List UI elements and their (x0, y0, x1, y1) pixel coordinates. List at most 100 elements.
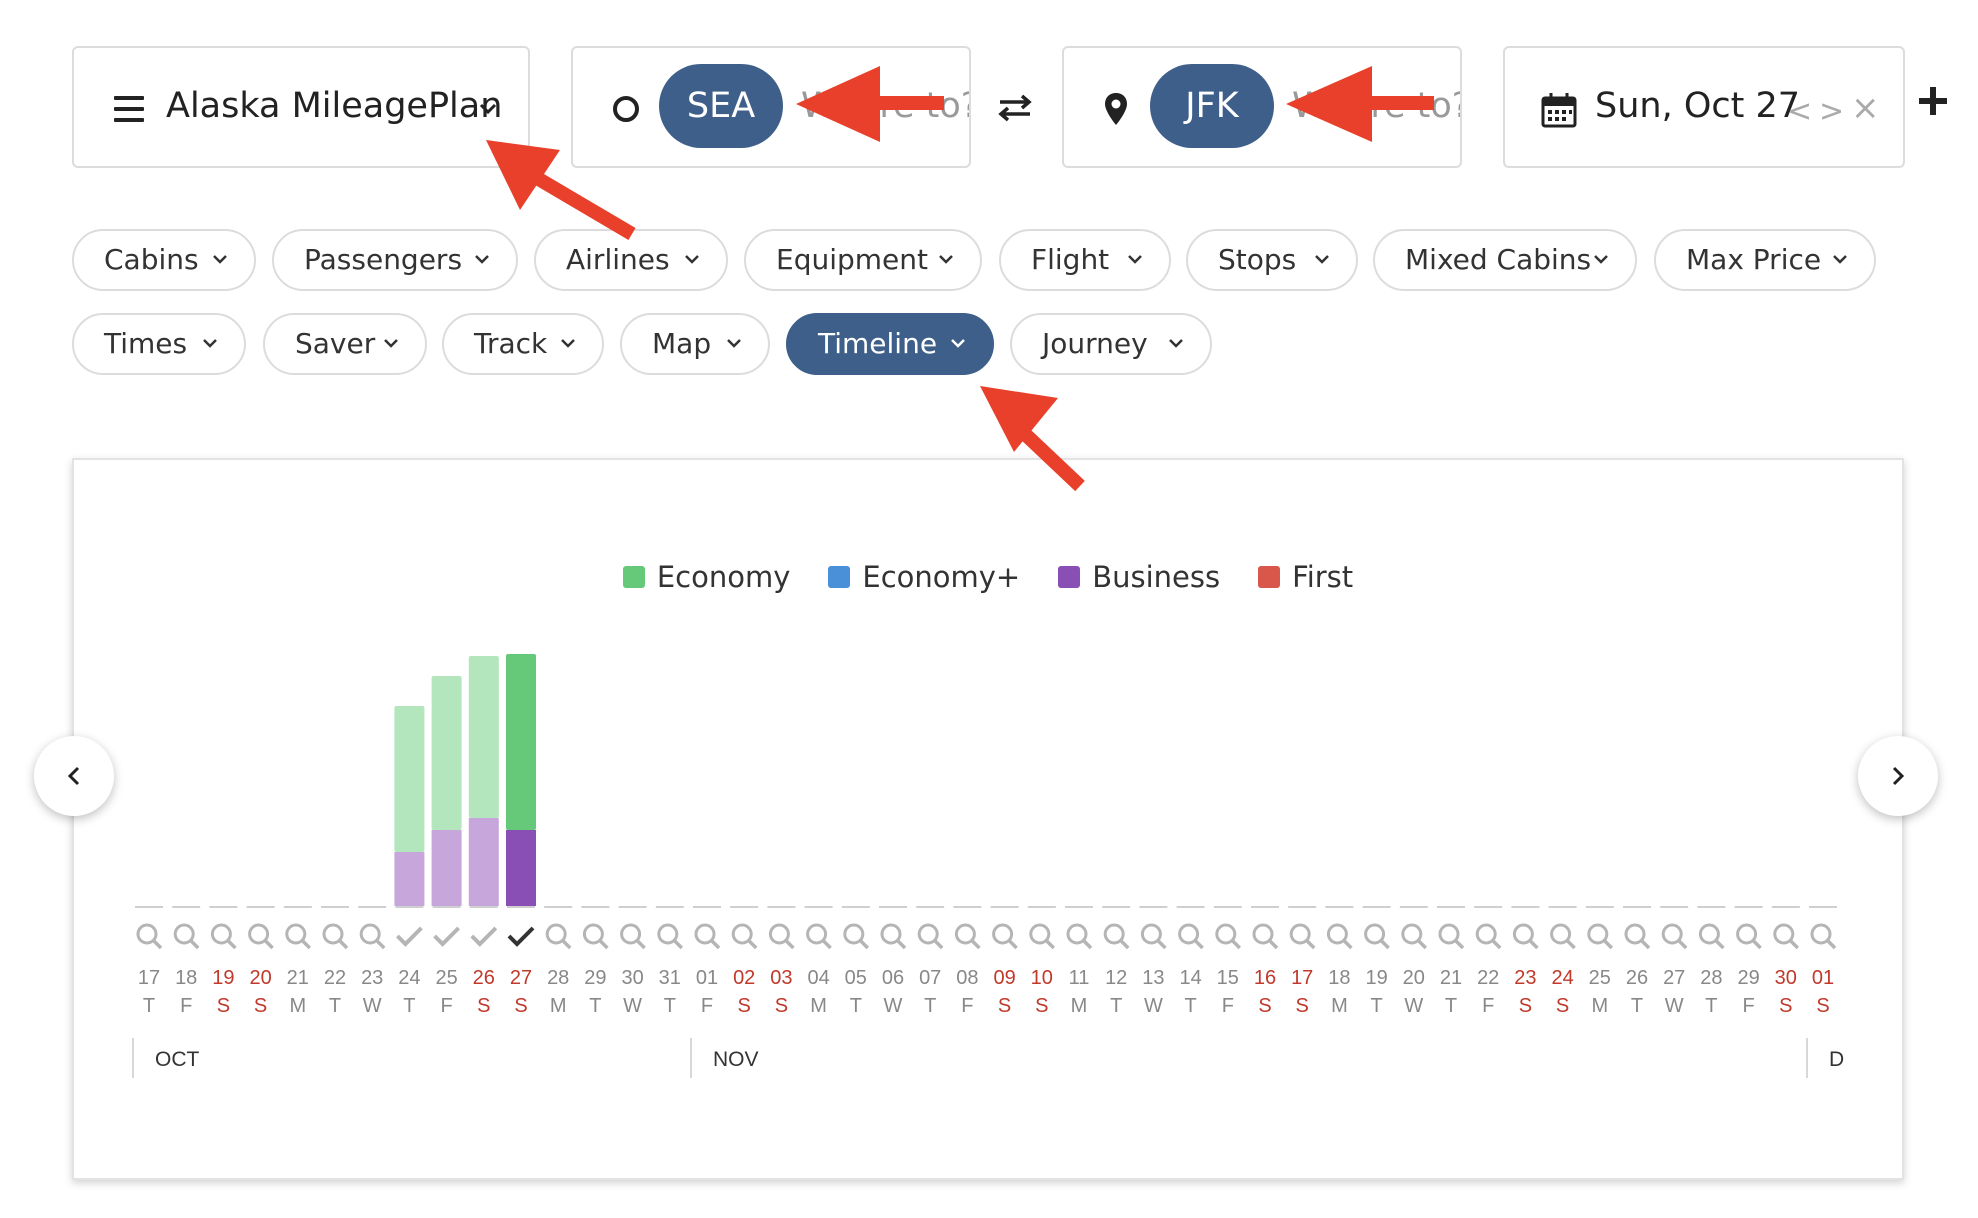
search-icon[interactable] (1438, 923, 1465, 950)
search-icon-lens (1698, 923, 1720, 945)
search-icon[interactable] (582, 923, 609, 950)
search-icon-lens (992, 923, 1014, 945)
check-icon[interactable] (507, 926, 535, 947)
search-icon[interactable] (731, 923, 758, 950)
legend-item-business[interactable]: Business (1058, 560, 1220, 594)
search-icon[interactable] (880, 923, 907, 950)
filter-map[interactable]: Map (620, 313, 770, 375)
chevron-down-icon (685, 255, 699, 264)
search-icon[interactable] (1512, 923, 1539, 950)
search-icon-handle (301, 939, 312, 950)
date-field[interactable]: Sun, Oct 27 < > × (1503, 46, 1905, 168)
search-icon[interactable] (210, 923, 237, 950)
check-icon[interactable] (470, 926, 498, 947)
filter-journey[interactable]: Journey (1010, 313, 1212, 375)
search-icon[interactable] (1475, 923, 1502, 950)
search-icon[interactable] (1215, 923, 1242, 950)
search-icon[interactable] (248, 923, 274, 950)
bar-group[interactable] (394, 706, 425, 906)
filter-equipment[interactable]: Equipment (744, 229, 982, 291)
date-prev-button[interactable]: < (1787, 94, 1813, 129)
bar-group[interactable] (506, 654, 536, 906)
search-icon-handle (1045, 939, 1056, 950)
program-selector[interactable]: Alaska MileagePlan (72, 46, 530, 168)
search-icon[interactable] (136, 923, 163, 950)
filter-flight[interactable]: Flight (999, 229, 1171, 291)
search-icon[interactable] (1736, 923, 1762, 950)
search-icon[interactable] (359, 923, 386, 950)
search-icon[interactable] (1624, 923, 1651, 950)
chevron-down-icon (1315, 255, 1329, 264)
filter-mixed-cabins[interactable]: Mixed Cabins (1373, 229, 1637, 291)
search-icon[interactable] (1326, 923, 1353, 950)
search-icon[interactable] (1029, 923, 1056, 950)
day-number: 14 (1179, 967, 1201, 989)
filter-label: Max Price (1686, 243, 1822, 276)
legend-item-first[interactable]: First (1258, 560, 1353, 594)
search-icon[interactable] (1661, 923, 1688, 950)
search-icon[interactable] (843, 923, 870, 950)
filter-passengers[interactable]: Passengers (272, 229, 518, 291)
date-next-button[interactable]: > (1819, 94, 1845, 129)
filter-times[interactable]: Times (72, 313, 246, 375)
check-icon[interactable] (395, 926, 423, 947)
search-icon[interactable] (694, 923, 721, 950)
search-icon-handle (1789, 939, 1800, 950)
search-icon[interactable] (992, 923, 1018, 950)
legend-label: First (1292, 560, 1354, 594)
search-icon[interactable] (322, 923, 349, 950)
search-icon[interactable] (1289, 923, 1316, 950)
search-icon[interactable] (917, 923, 944, 950)
search-icon[interactable] (1773, 923, 1800, 950)
search-icon[interactable] (1698, 923, 1725, 950)
swap-icon[interactable] (998, 94, 1032, 122)
search-icon[interactable] (1810, 923, 1837, 950)
search-icon[interactable] (1252, 923, 1279, 950)
filter-saver[interactable]: Saver (263, 313, 427, 375)
search-icon[interactable] (1401, 923, 1428, 950)
bar-group[interactable] (431, 676, 462, 906)
search-icon[interactable] (1103, 923, 1130, 950)
day-number: 10 (1031, 967, 1053, 989)
search-icon[interactable] (1587, 923, 1614, 950)
search-icon[interactable] (620, 923, 646, 950)
filter-track[interactable]: Track (442, 313, 604, 375)
legend-label: Economy+ (862, 560, 1021, 594)
search-icon-handle (1231, 939, 1242, 950)
search-icon[interactable] (954, 923, 981, 950)
filter-max-price[interactable]: Max Price (1654, 229, 1876, 291)
bar-group[interactable] (468, 656, 499, 906)
filter-timeline[interactable]: Timeline (786, 313, 994, 375)
day-number: 28 (547, 967, 569, 989)
search-icon[interactable] (806, 923, 832, 950)
check-icon[interactable] (433, 926, 461, 947)
timeline-prev-button[interactable] (34, 736, 114, 816)
search-icon-handle (1343, 939, 1353, 950)
search-icon-handle (1119, 939, 1130, 950)
search-icon[interactable] (1178, 923, 1204, 950)
weekday-letter: T (329, 995, 341, 1017)
legend-item-economy-plus[interactable]: Economy+ (828, 560, 1020, 594)
search-icon[interactable] (1140, 923, 1167, 950)
legend-item-economy[interactable]: Economy (622, 560, 790, 594)
search-icon[interactable] (545, 923, 572, 950)
search-icon[interactable] (768, 923, 795, 950)
search-icon[interactable] (1550, 923, 1576, 950)
day-number: 07 (919, 967, 941, 989)
search-icon[interactable] (285, 923, 312, 950)
timeline-next-button[interactable] (1858, 736, 1938, 816)
bar-business (506, 830, 536, 906)
search-icon[interactable] (657, 923, 684, 950)
add-leg-plus-icon[interactable] (1918, 86, 1948, 116)
search-icon[interactable] (1364, 923, 1390, 950)
search-icon[interactable] (1066, 923, 1093, 950)
search-icon[interactable] (173, 923, 200, 950)
origin-code-pill[interactable]: SEA (659, 64, 783, 148)
day-number: 25 (435, 967, 457, 989)
filter-stops[interactable]: Stops (1186, 229, 1358, 291)
destination-code-pill[interactable]: JFK (1150, 64, 1274, 148)
weekday-letter: S (477, 995, 490, 1017)
filter-cabins[interactable]: Cabins (72, 229, 256, 291)
date-clear-button[interactable]: × (1851, 88, 1880, 128)
program-label: Alaska MileagePlan (166, 86, 503, 126)
